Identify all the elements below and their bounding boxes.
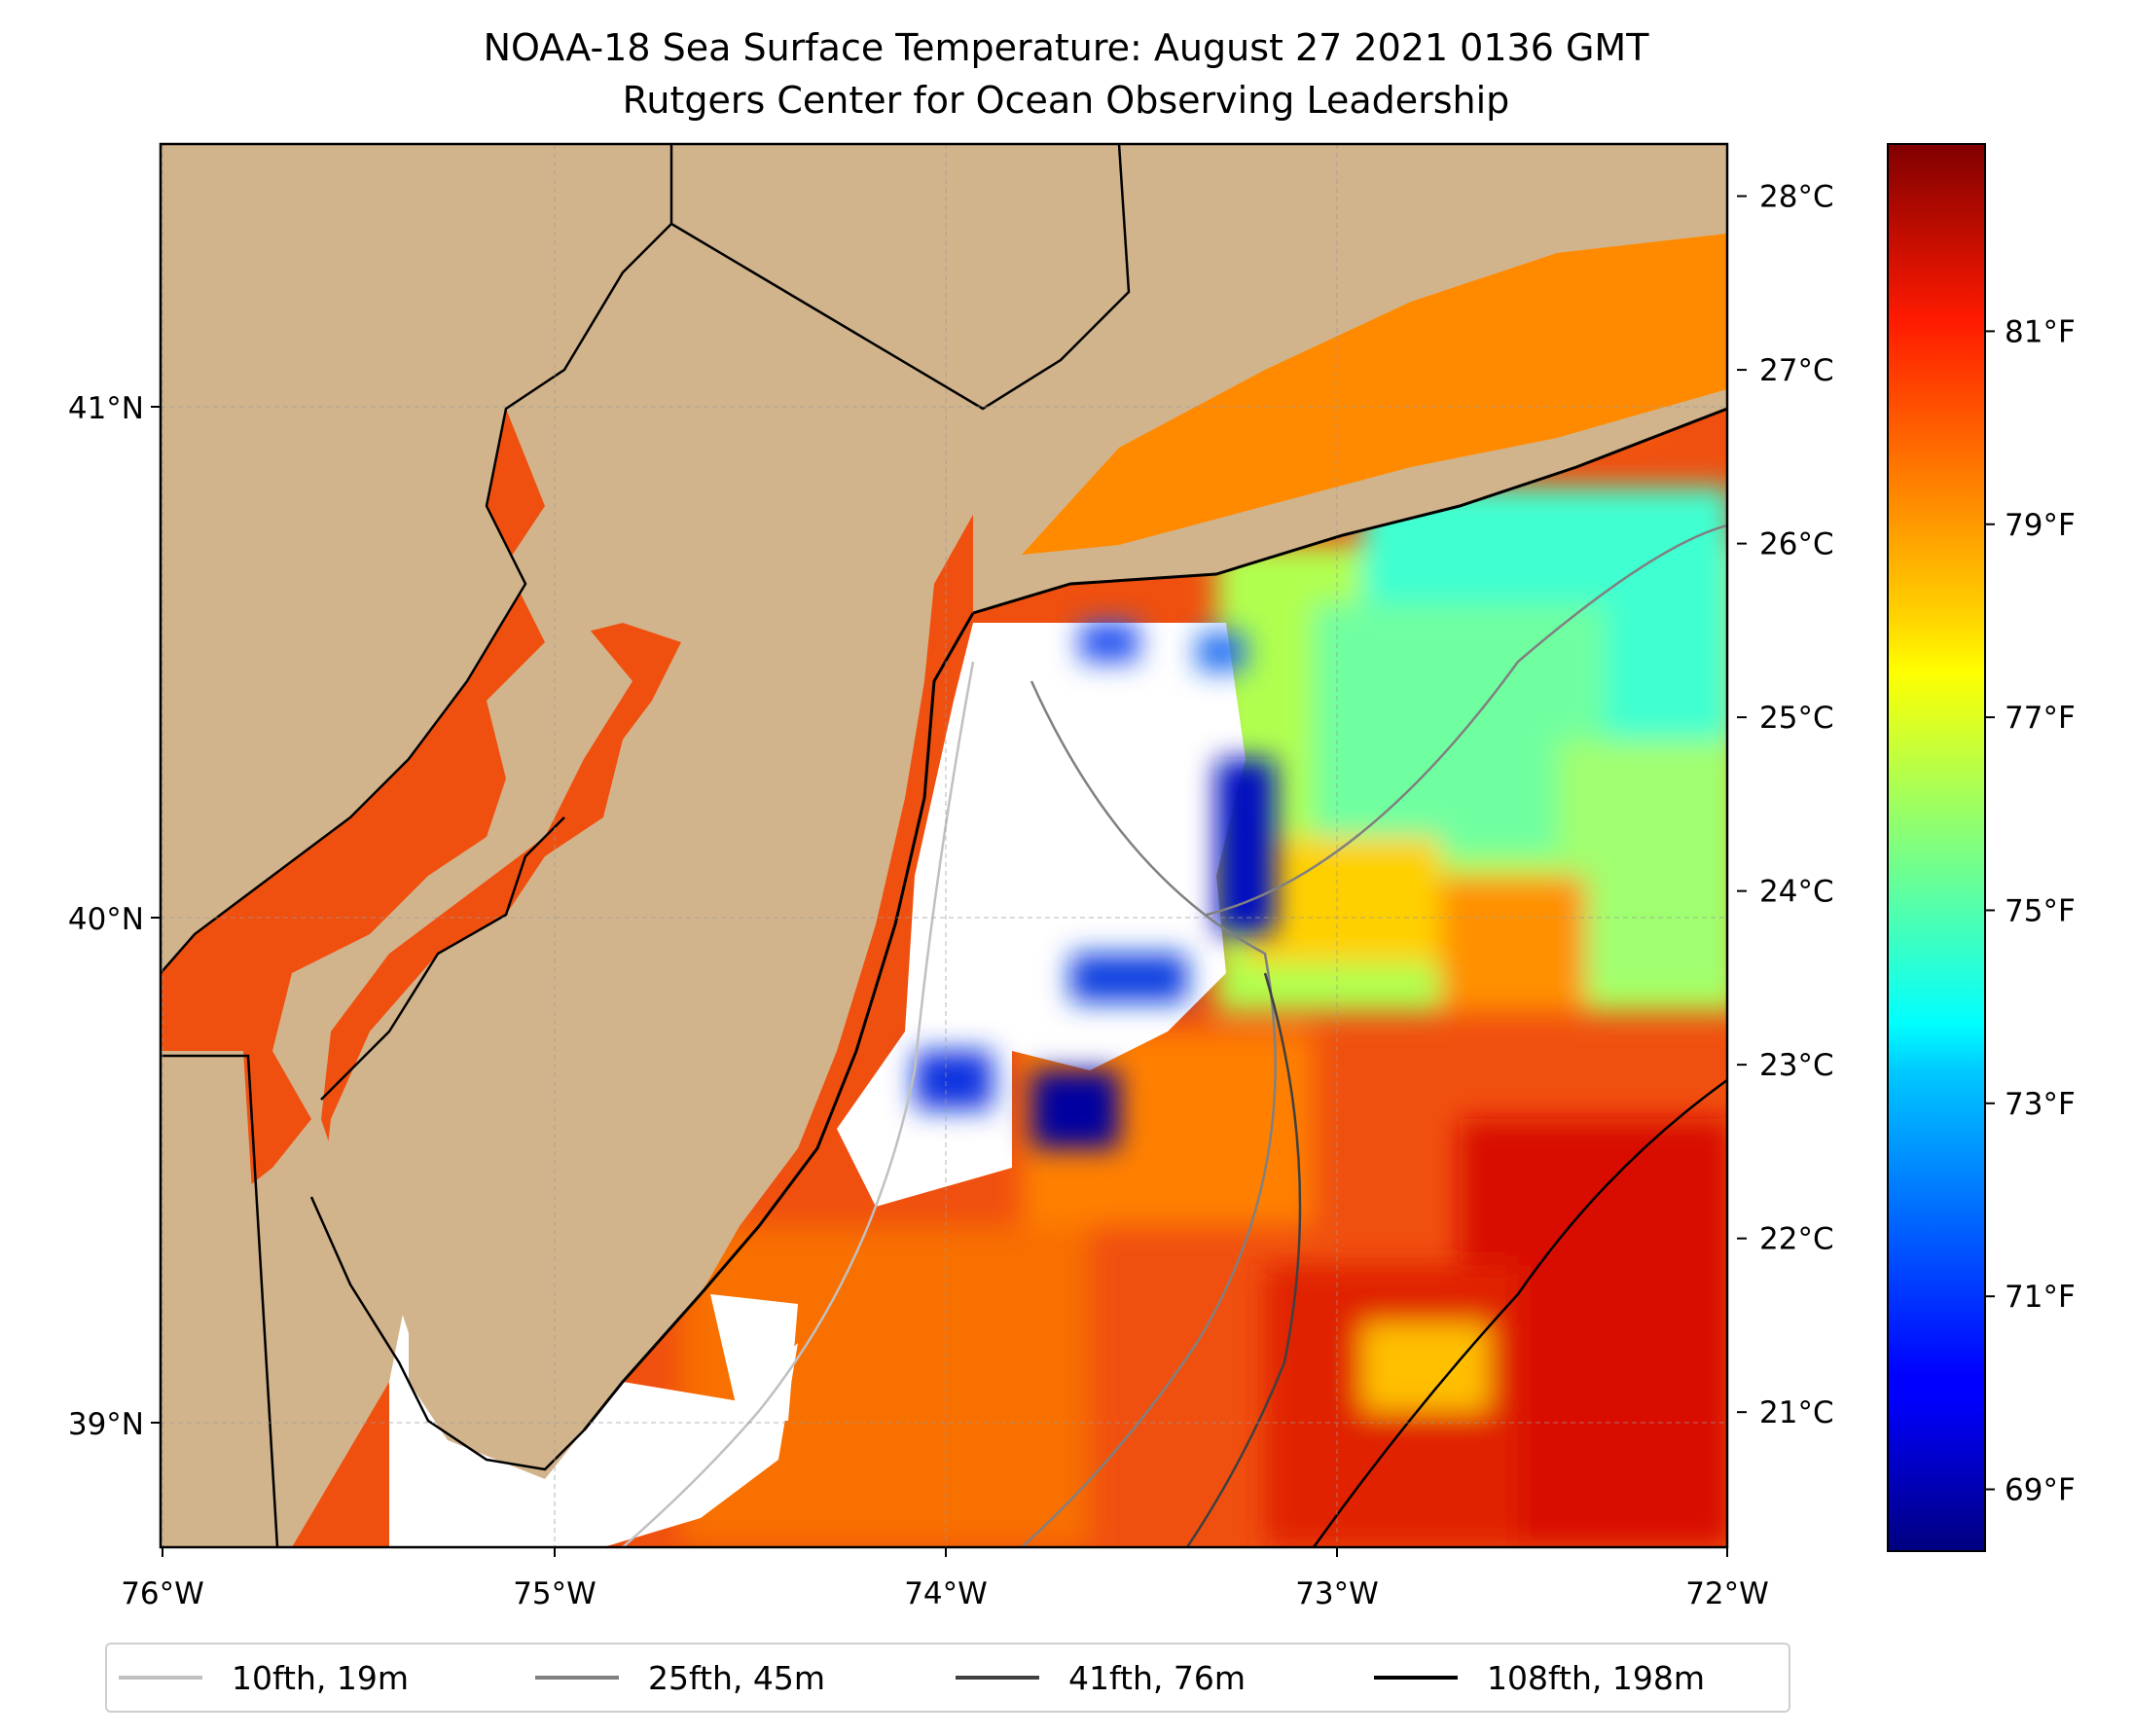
lat-tick-label: 41°N — [68, 391, 144, 426]
gridlines — [161, 144, 1727, 1547]
fahrenheit-tick-label: 71°F — [2005, 1280, 2076, 1315]
contour-25fth-north — [1206, 524, 1727, 917]
colorbar-celsius-labels: 28°C 27°C 26°C 25°C 24°C 23°C 22°C 21°C — [1737, 180, 1834, 1430]
lon-tick-label: 76°W — [121, 1576, 204, 1611]
lon-tick-label: 74°W — [904, 1576, 988, 1611]
map-subtitle: Rutgers Center for Ocean Observing Leade… — [622, 79, 1510, 122]
coastline-nj — [582, 612, 975, 1431]
legend-item: 41fth, 76m — [956, 1645, 1246, 1711]
legend-label: 108fth, 198m — [1487, 1658, 1705, 1697]
lon-tick-label: 75°W — [513, 1576, 596, 1611]
celsius-tick-label: 28°C — [1759, 180, 1834, 215]
colorbar-fahrenheit-labels: 81°F 79°F 77°F 75°F 73°F 71°F 69°F — [1985, 314, 2076, 1508]
fahrenheit-tick-label: 77°F — [2005, 701, 2076, 736]
bathymetry-legend: 10fth, 19m 25fth, 45m 41fth, 76m 108fth,… — [105, 1643, 1790, 1713]
legend-line-swatch — [119, 1676, 202, 1680]
map-title: NOAA-18 Sea Surface Temperature: August … — [483, 26, 1649, 69]
map-frame — [159, 142, 1729, 1549]
contour-25fth — [1021, 680, 1277, 1547]
fahrenheit-tick-label: 75°F — [2005, 893, 2076, 928]
contour-41fth — [1185, 972, 1302, 1547]
land-new-jersey-region — [161, 144, 1727, 1479]
lon-tick-label: 72°W — [1685, 1576, 1769, 1611]
celsius-tick-label: 27°C — [1759, 353, 1834, 388]
celsius-tick-label: 23°C — [1759, 1048, 1834, 1083]
celsius-tick-label: 22°C — [1759, 1222, 1834, 1257]
axis-ticks — [151, 406, 1728, 1557]
land-delmarva — [161, 623, 632, 1547]
state-border-de — [161, 1054, 279, 1547]
lat-tick-label: 40°N — [68, 902, 144, 937]
legend-item: 25fth, 45m — [535, 1645, 825, 1711]
legend-label: 41fth, 76m — [1068, 1658, 1246, 1697]
state-border-ny — [670, 144, 1131, 411]
contour-108fth — [1312, 1078, 1727, 1547]
celsius-tick-label: 25°C — [1759, 701, 1834, 736]
legend-label: 25fth, 45m — [648, 1658, 825, 1697]
legend-item: 108fth, 198m — [1374, 1645, 1705, 1711]
celsius-tick-label: 26°C — [1759, 527, 1834, 562]
fahrenheit-tick-label: 73°F — [2005, 1087, 2076, 1122]
legend-item: 10fth, 19m — [119, 1645, 409, 1711]
lon-tick-label: 73°W — [1295, 1576, 1379, 1611]
long-island-sound — [1022, 234, 1727, 555]
fahrenheit-tick-label: 69°F — [2005, 1473, 2076, 1508]
map-panel — [161, 144, 1727, 1547]
state-border-nj-pa — [161, 144, 673, 974]
celsius-tick-label: 21°C — [1759, 1395, 1834, 1430]
legend-line-swatch — [1374, 1676, 1458, 1680]
coastline-long-island — [972, 407, 1727, 615]
legend-line-swatch — [956, 1676, 1039, 1680]
legend-line-swatch — [535, 1676, 619, 1680]
lat-tick-label: 39°N — [68, 1407, 144, 1442]
fahrenheit-tick-label: 79°F — [2005, 508, 2076, 543]
colorbar — [1887, 143, 1986, 1552]
land-pennsylvania — [161, 144, 671, 973]
contour-10fth — [622, 661, 975, 1547]
fahrenheit-tick-label: 81°F — [2005, 314, 2076, 349]
legend-label: 10fth, 19m — [232, 1658, 409, 1697]
celsius-tick-label: 24°C — [1759, 875, 1834, 910]
cold-upwelling-patches — [915, 623, 1275, 1148]
coastline-delaware-bay — [320, 816, 565, 1101]
coastline-delaware-bay-south — [309, 1196, 585, 1471]
